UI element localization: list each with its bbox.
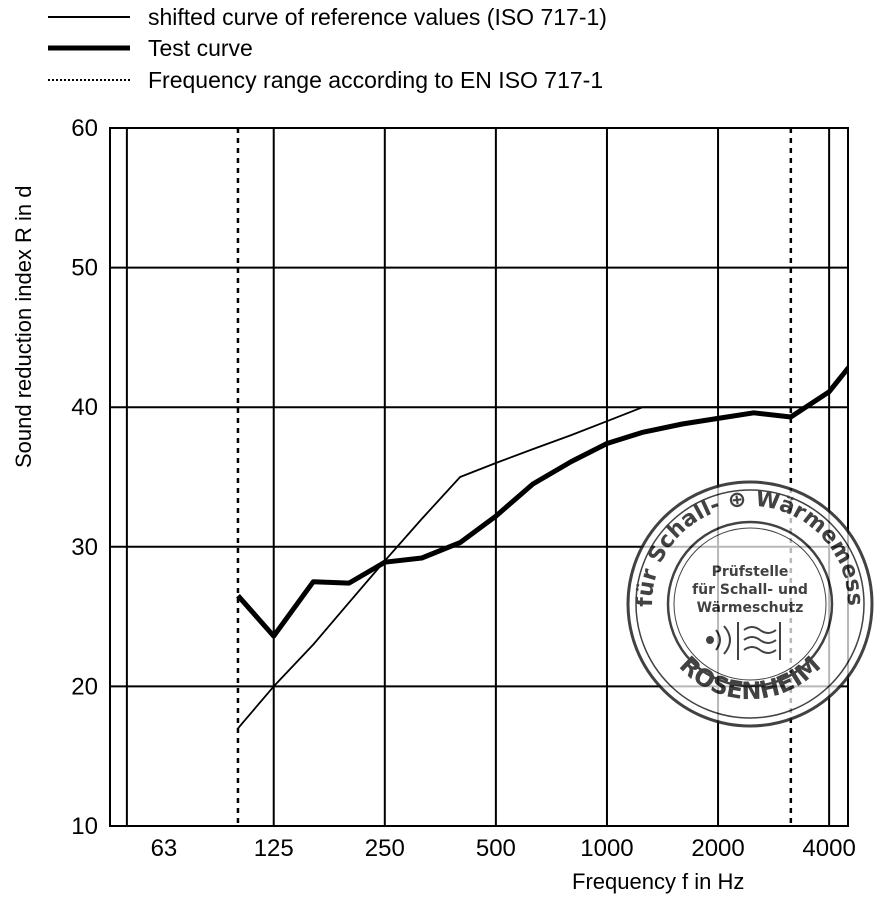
stamp-inner-line-3: Wärmeschutz xyxy=(697,600,804,616)
y-tick-label-3: 40 xyxy=(71,394,98,421)
series-layer xyxy=(236,364,848,729)
x-tick-label-4: 1000 xyxy=(580,835,633,862)
x-tick-label-6: 4000 xyxy=(802,835,855,862)
x-axis-title: Frequency f in Hz xyxy=(572,869,744,894)
x-tick-labels: 63 125 250 500 1000 2000 4000 xyxy=(151,835,856,862)
x-tick-label-5: 2000 xyxy=(691,835,744,862)
frequency-range-lines xyxy=(236,128,793,826)
y-tick-label-5: 60 xyxy=(71,115,98,142)
laboratory-stamp: LABOR für Schall- ⊕ Wärmemesstechnik ROS… xyxy=(626,480,874,728)
y-tick-label-0: 10 xyxy=(71,813,98,840)
stamp-inner-line-2: für Schall- und xyxy=(692,582,808,598)
legend-label-range: Frequency range according to EN ISO 717-… xyxy=(148,67,603,93)
y-tick-label-2: 30 xyxy=(71,534,98,561)
x-tick-label-0: 63 xyxy=(151,835,178,862)
plot-frame xyxy=(109,127,849,827)
reference-curve xyxy=(237,406,791,729)
test-curve xyxy=(236,364,848,639)
x-tick-label-2: 250 xyxy=(365,835,405,862)
legend-label-reference: shifted curve of reference values (ISO 7… xyxy=(148,4,607,30)
y-tick-label-1: 20 xyxy=(71,673,98,700)
stamp-inner-line-1: Prüfstelle xyxy=(712,564,789,580)
legend-label-test: Test curve xyxy=(148,35,253,61)
x-tick-label-1: 125 xyxy=(254,835,294,862)
legend: shifted curve of reference values (ISO 7… xyxy=(48,4,607,93)
y-axis-title: Sound reduction index R in d xyxy=(11,185,36,468)
y-tick-labels: 10 20 30 40 50 60 xyxy=(71,115,98,840)
stamp-emblem-icon xyxy=(706,622,781,660)
y-tick-label-4: 50 xyxy=(71,255,98,282)
x-tick-label-3: 500 xyxy=(476,835,516,862)
